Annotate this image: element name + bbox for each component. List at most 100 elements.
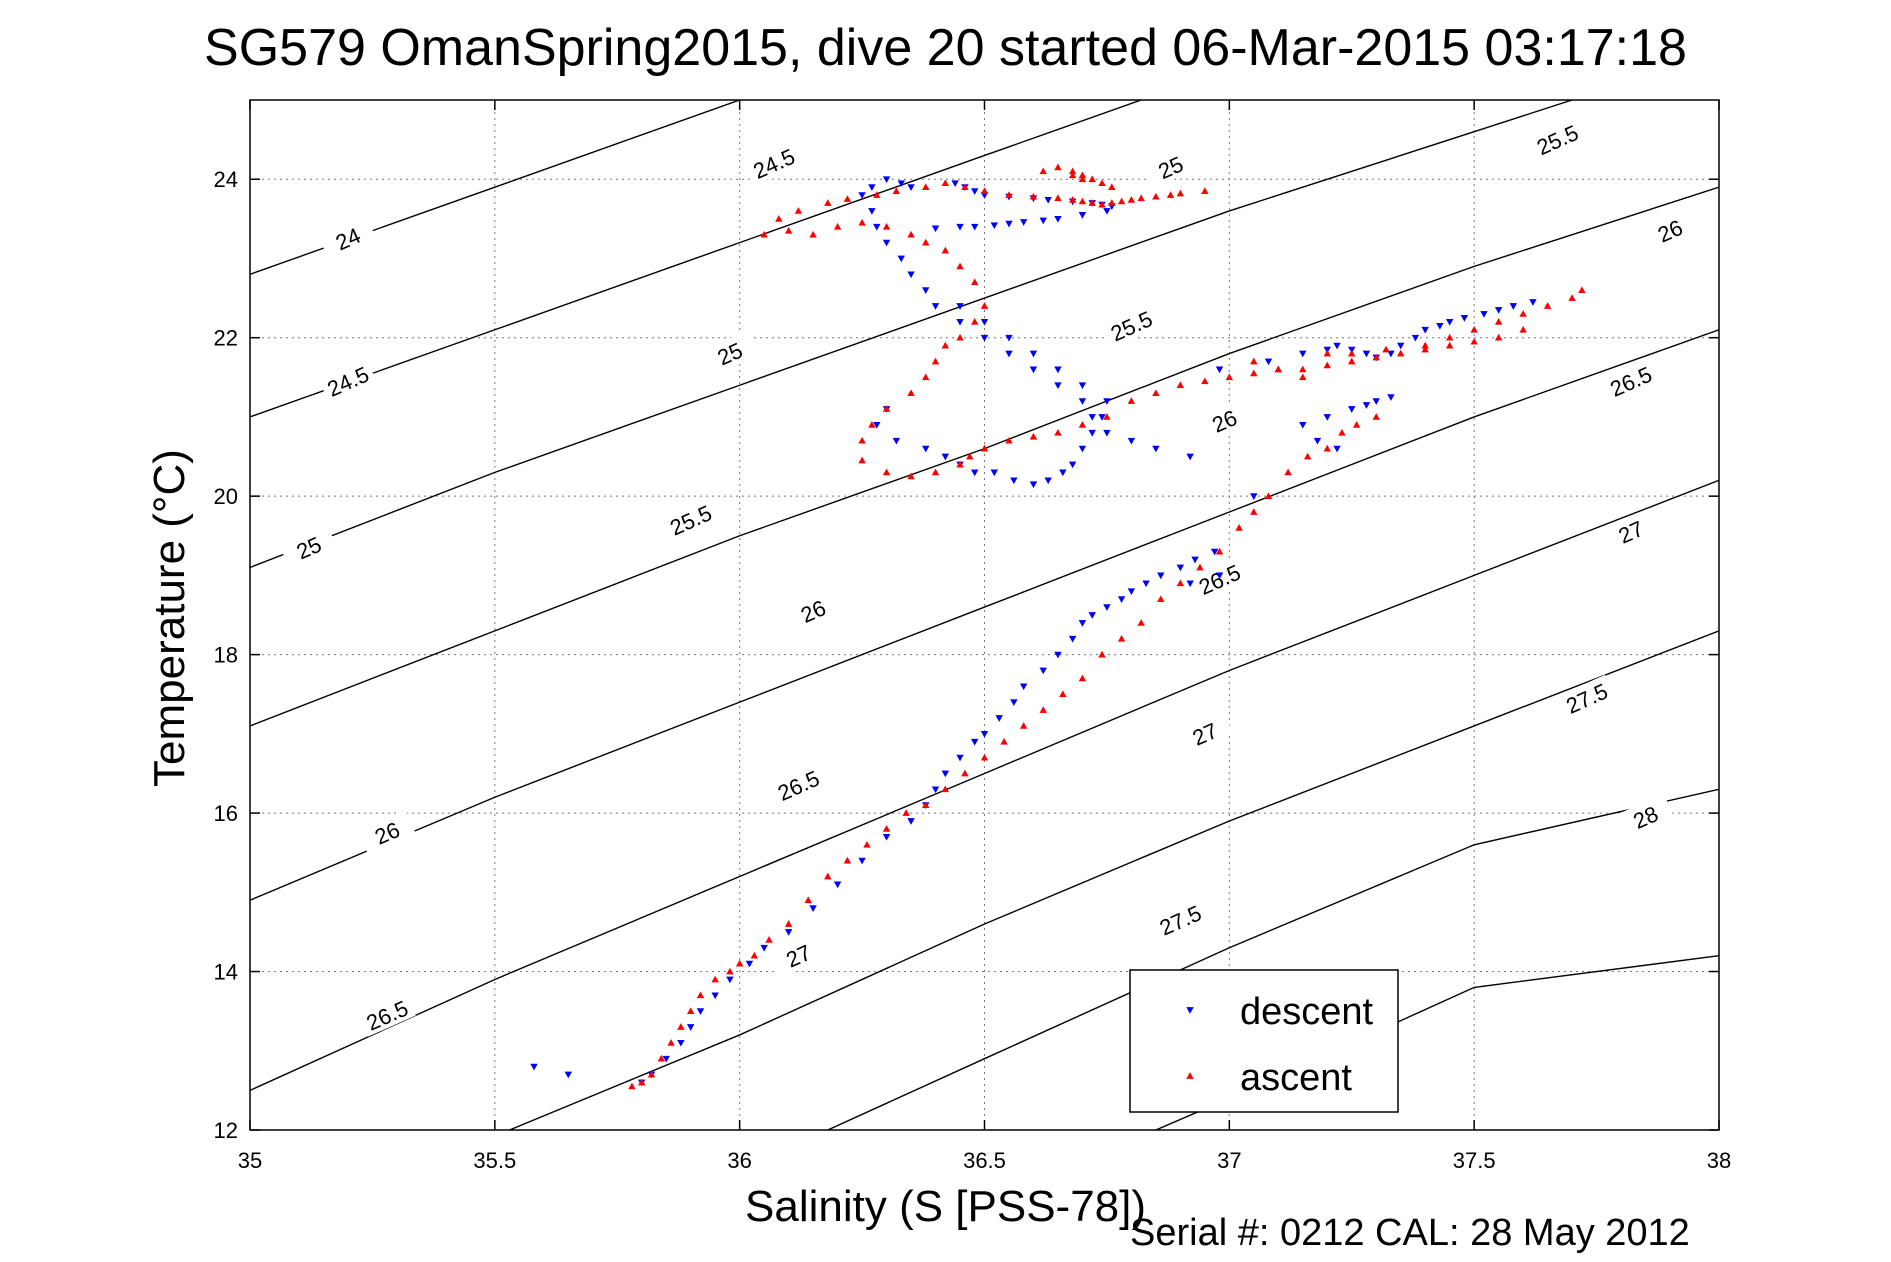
ascent-point	[1005, 436, 1013, 444]
density-contour-26	[250, 329, 1719, 901]
ascent-point	[1470, 337, 1478, 345]
descent-point	[1152, 445, 1160, 453]
descent-point	[1421, 326, 1429, 334]
descent-point	[1142, 580, 1150, 588]
ascent-point	[980, 302, 989, 309]
contour-label-bg	[279, 524, 338, 570]
descent-point	[970, 738, 979, 746]
descent-point	[1039, 217, 1047, 225]
descent-point	[1333, 342, 1341, 350]
ascent-point	[882, 405, 891, 412]
descent-point	[1509, 303, 1518, 310]
descent-point	[980, 730, 989, 738]
ascent-point	[686, 1007, 695, 1015]
ascent-point	[941, 341, 950, 349]
ascent-point	[1029, 192, 1038, 200]
descent-point	[1054, 651, 1062, 659]
contour-label-bg	[1527, 116, 1587, 162]
descent-point	[760, 944, 768, 952]
descent-point	[1078, 382, 1087, 390]
ascent-point	[760, 230, 768, 238]
ascent-point	[922, 801, 930, 809]
y-tick-label: 12	[214, 1118, 238, 1143]
ascent-point	[961, 183, 969, 191]
x-tick-label: 36.5	[963, 1148, 1006, 1173]
ascent-point	[922, 373, 930, 381]
ascent-point	[892, 187, 901, 194]
descent-point	[995, 715, 1003, 722]
descent-legend-marker	[1186, 1007, 1194, 1014]
contour-label-bg	[318, 357, 377, 403]
ascent-point	[1445, 333, 1454, 341]
x-axis-label: Salinity (S [PSS-78])	[745, 1182, 1147, 1231]
ascent-point	[1348, 349, 1356, 357]
descent-point	[1191, 556, 1199, 564]
ascent-point	[1494, 318, 1503, 325]
ascent-point	[657, 1054, 666, 1062]
descent-point	[1215, 366, 1224, 374]
ascent-point	[980, 753, 989, 761]
axes-frame	[249, 99, 1720, 1131]
ascent-point	[1054, 163, 1062, 171]
descent-point	[1005, 350, 1013, 358]
y-tick-label: 14	[214, 960, 238, 985]
ascent-point	[1382, 345, 1390, 353]
descent-point	[1186, 453, 1194, 461]
descent-point	[686, 1024, 695, 1031]
density-contour-26.5	[250, 479, 1719, 1092]
ascent-point	[1098, 179, 1106, 187]
contour-label-bg	[661, 496, 720, 542]
ascent-point	[1264, 492, 1273, 500]
descent-point	[1387, 394, 1395, 401]
ascent-point	[907, 472, 915, 480]
ascent-point	[1078, 421, 1087, 428]
descent-point	[1127, 437, 1136, 445]
ascent-legend-marker	[1186, 1072, 1194, 1079]
descent-point	[745, 960, 754, 968]
ascent-point	[1372, 413, 1380, 420]
data-points	[530, 163, 1586, 1090]
legend-label-ascent: ascent	[1240, 1057, 1352, 1099]
descent-point	[1029, 350, 1038, 358]
descent-point	[1103, 604, 1111, 611]
ascent-point	[956, 460, 964, 468]
descent-point	[1088, 414, 1096, 421]
y-tick-label: 16	[214, 801, 238, 826]
descent-point	[1264, 358, 1273, 366]
ascent-point	[711, 975, 719, 983]
ascent-point	[1068, 196, 1077, 203]
ascent-point	[1152, 389, 1160, 397]
descent-point	[1054, 215, 1062, 223]
y-tick-label: 22	[214, 326, 238, 351]
ascent-point	[1348, 357, 1356, 365]
density-contour-27	[509, 630, 1719, 1130]
ascent-point	[882, 222, 891, 230]
descent-point	[1088, 612, 1096, 619]
ascent-point	[882, 468, 891, 476]
descent-point	[1445, 318, 1454, 326]
axis-ticks: 35 35.5 36 36.5 37 37.5 38 12 14 16 18 20 22 24	[214, 100, 1731, 1173]
ascent-point	[1005, 191, 1013, 198]
descent-point	[1362, 402, 1371, 409]
ascent-point	[1445, 341, 1454, 349]
ascent-point	[696, 991, 705, 999]
x-tick-label: 35	[238, 1148, 262, 1173]
ascent-point	[843, 195, 852, 202]
descent-point	[1068, 461, 1077, 469]
descent-point	[1044, 196, 1052, 204]
ascent-point	[941, 785, 950, 793]
descent-point	[1039, 667, 1047, 675]
descent-point	[1333, 445, 1341, 453]
density-contour-24	[250, 100, 740, 275]
contour-label-bg	[318, 215, 377, 261]
descent-point	[951, 180, 959, 188]
descent-point	[956, 754, 964, 762]
ascent-point	[1215, 547, 1224, 555]
ascent-point	[956, 262, 964, 270]
descent-point	[1059, 469, 1067, 477]
ascent-point	[902, 809, 910, 816]
descent-point	[1215, 572, 1224, 580]
descent-point	[833, 881, 842, 889]
contour-label-bg	[1194, 397, 1254, 443]
descent-point	[1054, 382, 1062, 390]
